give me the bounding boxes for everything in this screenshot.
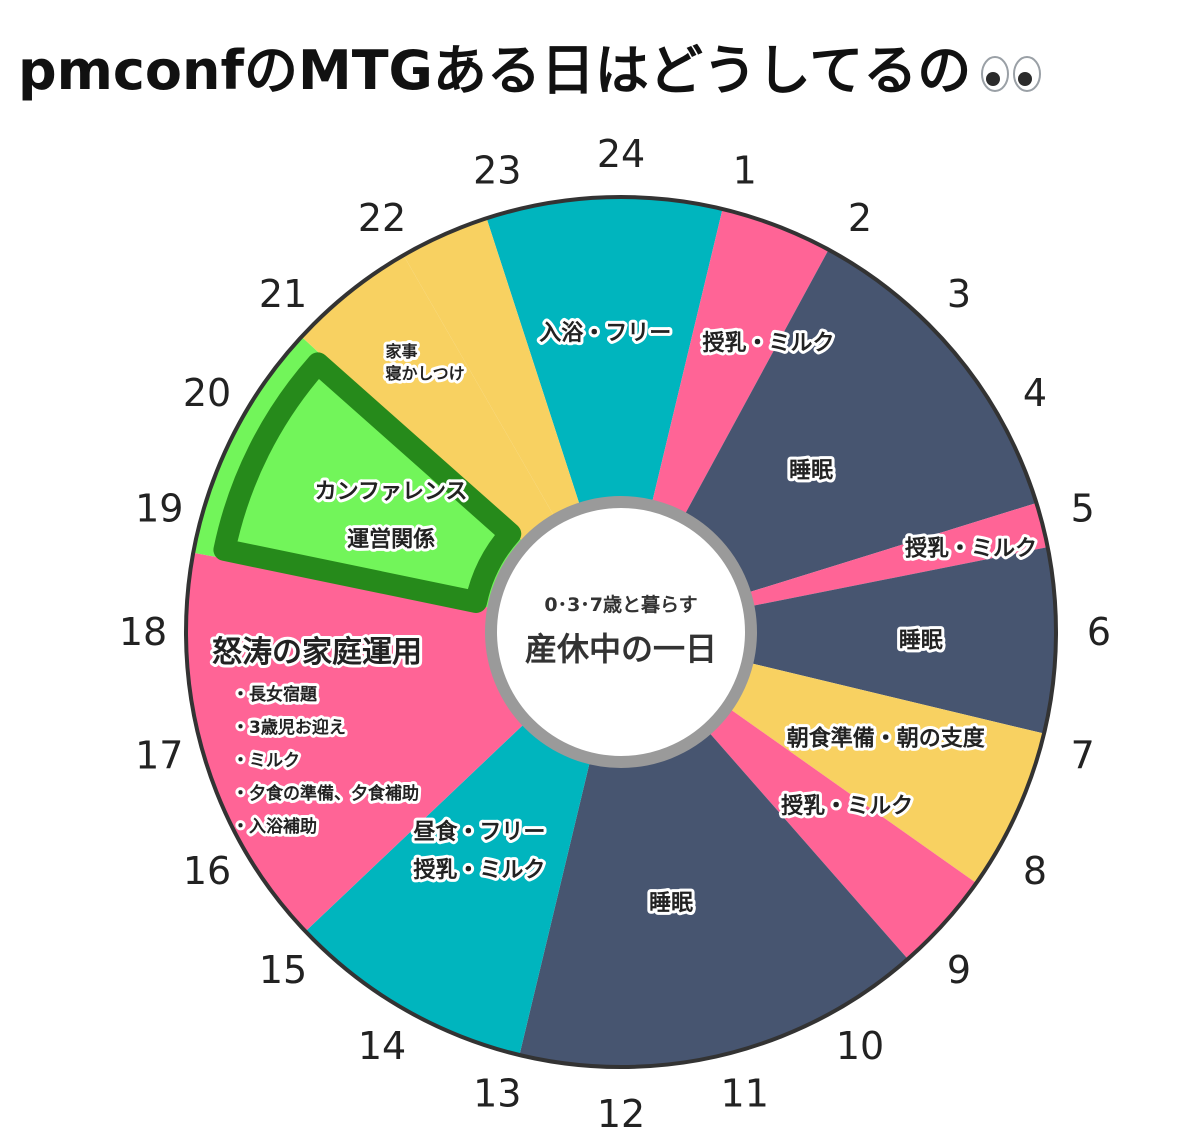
segment-label-sleep-1: 睡眠 bbox=[789, 458, 833, 483]
segment-label-conference: カンファレンス bbox=[315, 480, 468, 505]
hour-label-14: 14 bbox=[358, 1024, 406, 1068]
chart-center-disc bbox=[485, 496, 757, 768]
hour-label-6: 6 bbox=[1087, 610, 1111, 654]
segment-label-feed-3: 授乳・ミルク bbox=[781, 793, 913, 819]
hour-label-24: 24 bbox=[597, 132, 645, 176]
segment-label-breakfast: 朝食準備・朝の支度 bbox=[787, 725, 986, 751]
center-subtitle: 0･3･7歳と暮らす bbox=[544, 594, 697, 616]
hour-label-2: 2 bbox=[848, 196, 872, 240]
segment-item-family-ops: ・ミルク bbox=[232, 751, 300, 771]
hour-label-15: 15 bbox=[259, 948, 307, 992]
hour-label-4: 4 bbox=[1023, 371, 1047, 415]
hour-label-22: 22 bbox=[358, 196, 406, 240]
hour-label-18: 18 bbox=[119, 610, 167, 654]
hour-label-16: 16 bbox=[183, 849, 231, 893]
segment-item-family-ops: ・入浴補助 bbox=[232, 816, 317, 837]
hour-label-3: 3 bbox=[947, 272, 971, 316]
segment-title-family-ops: 怒涛の家庭運用 bbox=[212, 635, 422, 670]
center-title: 産休中の一日 bbox=[525, 630, 717, 668]
hour-label-7: 7 bbox=[1071, 734, 1095, 778]
segment-bath-free bbox=[486, 197, 723, 632]
hour-label-9: 9 bbox=[947, 948, 971, 992]
hour-label-12: 12 bbox=[597, 1092, 645, 1136]
segment-item-family-ops: ・夕食の準備、夕食補助 bbox=[232, 783, 419, 804]
segment-labels: 入浴・フリー 授乳・ミルク睡眠授乳・ミルク睡眠朝食準備・朝の支度授乳・ミルク睡眠昼… bbox=[209, 318, 1040, 919]
hour-label-11: 11 bbox=[721, 1072, 769, 1116]
chart-outer-ring bbox=[184, 195, 1058, 1069]
hour-label-20: 20 bbox=[183, 371, 231, 415]
segment-label-feed-1: 授乳・ミルク bbox=[703, 330, 835, 356]
hour-label-1: 1 bbox=[733, 148, 757, 192]
segment-sleep-1 bbox=[621, 249, 1037, 633]
segment-label-lunch-free: 昼食・フリー bbox=[413, 819, 545, 845]
hour-label-10: 10 bbox=[836, 1024, 884, 1068]
title-text: pmconfのMTGある日はどうしてるの bbox=[18, 39, 972, 102]
segment-label-chores: 家事 bbox=[386, 342, 418, 361]
segment-label-feed-2: 授乳・ミルク bbox=[905, 536, 1037, 562]
hour-label-8: 8 bbox=[1023, 849, 1047, 893]
hour-label-13: 13 bbox=[473, 1072, 521, 1116]
segment-sleep-2 bbox=[621, 547, 1056, 734]
segment-item-family-ops: ・長女宿題 bbox=[232, 684, 318, 705]
hour-label-19: 19 bbox=[135, 486, 183, 530]
highlight-frame-conference bbox=[213, 352, 522, 613]
segment-label-sleep-3: 睡眠 bbox=[649, 891, 693, 916]
segment-label-chores: 寝かしつけ bbox=[386, 364, 465, 383]
eyes-icon bbox=[981, 56, 1042, 93]
segment-label-sleep-2: 睡眠 bbox=[899, 629, 943, 654]
hour-label-5: 5 bbox=[1071, 486, 1095, 530]
page-title: pmconfのMTGある日はどうしてるの bbox=[18, 26, 1188, 106]
segment-label-lunch-free: 授乳・ミルク bbox=[413, 857, 545, 883]
segment-item-family-ops: ・3歳児お迎え bbox=[232, 717, 346, 738]
hour-label-21: 21 bbox=[259, 272, 307, 316]
segment-label-conference: 運営関係 bbox=[347, 527, 435, 553]
hour-label-17: 17 bbox=[135, 734, 183, 778]
segment-label-bath-free: 入浴・フリー bbox=[539, 321, 671, 346]
hour-label-23: 23 bbox=[473, 148, 521, 192]
